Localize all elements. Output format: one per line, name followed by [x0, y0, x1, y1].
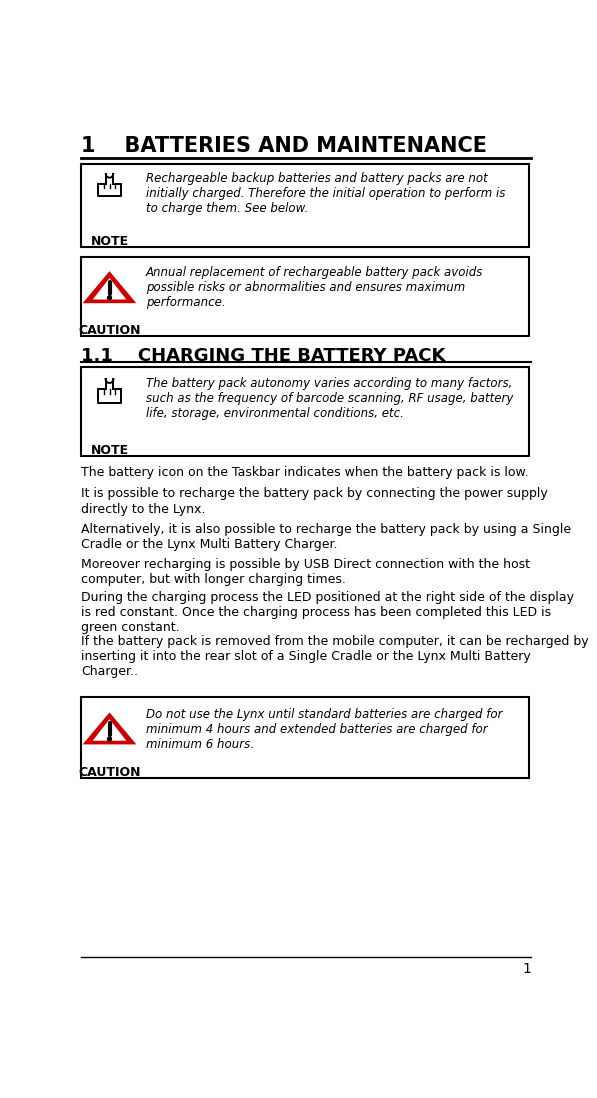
- Text: Moreover recharging is possible by USB Direct connection with the host
computer,: Moreover recharging is possible by USB D…: [81, 559, 530, 586]
- Text: If the battery pack is removed from the mobile computer, it can be recharged by
: If the battery pack is removed from the …: [81, 636, 589, 679]
- Text: Annual replacement of rechargeable battery pack avoids
possible risks or abnorma: Annual replacement of rechargeable batte…: [146, 266, 484, 309]
- Polygon shape: [93, 278, 127, 300]
- Text: NOTE: NOTE: [90, 235, 128, 248]
- Bar: [81, 164, 529, 247]
- Polygon shape: [98, 390, 121, 403]
- Text: Rechargeable backup batteries and battery packs are not
initially charged. There: Rechargeable backup batteries and batter…: [146, 171, 505, 215]
- Polygon shape: [85, 715, 133, 743]
- Text: 1: 1: [522, 962, 531, 976]
- Text: 1    BATTERIES AND MAINTENANCE: 1 BATTERIES AND MAINTENANCE: [81, 136, 487, 156]
- Polygon shape: [99, 183, 121, 197]
- Circle shape: [107, 295, 112, 300]
- Circle shape: [107, 737, 112, 741]
- Text: Alternatively, it is also possible to recharge the battery pack by using a Singl: Alternatively, it is also possible to re…: [81, 523, 571, 551]
- Text: CAUTION: CAUTION: [78, 766, 141, 780]
- Bar: [81, 368, 529, 456]
- Bar: [81, 697, 529, 777]
- Polygon shape: [85, 273, 133, 302]
- Text: Do not use the Lynx until standard batteries are charged for
minimum 4 hours and: Do not use the Lynx until standard batte…: [146, 708, 503, 751]
- Polygon shape: [93, 719, 127, 741]
- Text: CAUTION: CAUTION: [78, 324, 141, 337]
- Text: During the charging process the LED positioned at the right side of the display
: During the charging process the LED posi…: [81, 591, 574, 634]
- Text: 1.1    CHARGING THE BATTERY PACK: 1.1 CHARGING THE BATTERY PACK: [81, 347, 445, 366]
- Text: It is possible to recharge the battery pack by connecting the power supply
direc: It is possible to recharge the battery p…: [81, 488, 547, 515]
- Polygon shape: [106, 173, 113, 183]
- Bar: [81, 257, 529, 336]
- Text: The battery pack autonomy varies according to many factors,
such as the frequenc: The battery pack autonomy varies accordi…: [146, 377, 513, 419]
- Polygon shape: [106, 379, 113, 390]
- Text: The battery icon on the Taskbar indicates when the battery pack is low.: The battery icon on the Taskbar indicate…: [81, 466, 528, 479]
- Text: NOTE: NOTE: [90, 444, 128, 457]
